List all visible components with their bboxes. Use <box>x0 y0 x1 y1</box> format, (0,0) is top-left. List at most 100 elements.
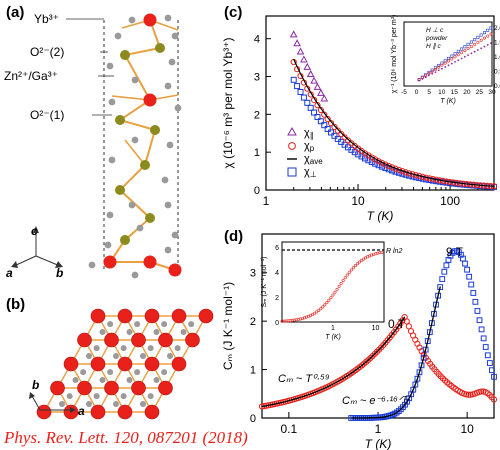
lattice-oxygen <box>174 345 181 352</box>
lattice-oxygen <box>134 369 141 376</box>
oxygen-atom <box>114 32 122 40</box>
bond <box>119 164 146 191</box>
chi-perp-point <box>321 122 328 129</box>
oxygen-atom <box>164 246 172 254</box>
cm-inset-ytick-label: 2 <box>275 295 279 302</box>
cm-inset-point <box>329 296 333 300</box>
inset-xtick-label: 10 <box>438 89 446 96</box>
chi-ave-line <box>293 58 495 187</box>
oxygen-atom <box>171 32 179 40</box>
lattice-yb-atom <box>171 308 187 324</box>
rln2-label: R ln2 <box>386 248 402 255</box>
lattice-oxygen <box>126 329 133 335</box>
cm-inset-ylabel: Sₘ (J K⁻¹ mol⁻¹) <box>261 256 268 307</box>
inset-powder-point <box>466 47 470 51</box>
chi-p-point <box>327 120 335 127</box>
label-o2-1: O²⁻(1) <box>30 108 65 122</box>
citation: Phys. Rev. Lett. 120, 087201 (2018) <box>4 428 248 447</box>
zn-ga-atom <box>115 115 125 125</box>
chi-legend-sub: ave <box>310 157 323 166</box>
chi-par-point <box>289 30 298 38</box>
panel-a-label: (a) <box>6 4 25 21</box>
cm-9T-point <box>439 276 446 282</box>
oxygen-atom <box>131 271 139 279</box>
inset-ytick-label: 0.5 <box>494 68 500 75</box>
oxygen-atom <box>168 58 176 66</box>
chi-perp-point <box>324 125 331 132</box>
yb-atom <box>168 263 182 277</box>
bond <box>144 129 156 166</box>
inset-xtick-label: 25 <box>476 89 484 96</box>
lattice-oxygen <box>99 377 106 383</box>
oxygen-atom <box>88 261 96 269</box>
chi-p-point <box>341 134 348 141</box>
lattice-oxygen <box>134 321 141 328</box>
lattice-yb-atom <box>131 332 146 348</box>
lattice-b-label: b <box>32 378 40 392</box>
panel-c-label: (c) <box>224 4 243 21</box>
chi-legend-sub: ⊥ <box>310 170 317 179</box>
inset-ytick-label: 1.0 <box>494 54 500 61</box>
inset-perp-point <box>453 52 457 56</box>
inset-perp-point <box>460 47 464 51</box>
inset-xtick-label: 15 <box>451 89 459 96</box>
chi-ytick-label: 2 <box>254 109 260 121</box>
inset-par-point <box>486 43 489 46</box>
oxygen-atom <box>108 156 116 164</box>
cm-0T-point <box>403 318 410 325</box>
axis-b-arrow <box>55 261 63 268</box>
chi-legend-text: χave <box>304 153 323 166</box>
oxygen-atom <box>128 201 136 209</box>
label-o2-2: O²⁻(2) <box>30 45 65 59</box>
chi-perp-point <box>294 83 301 90</box>
oxygen-atom <box>128 16 136 24</box>
inset-powder-point <box>460 51 464 55</box>
ann-power: Cₘ ~ T⁰·⁵⁹ <box>278 373 330 385</box>
inset-par-point <box>490 42 492 45</box>
cm-inset-point <box>343 276 347 280</box>
cm-inset-point <box>331 293 335 297</box>
inset-par-point <box>463 55 466 58</box>
cm-inset-point <box>353 264 357 268</box>
cm-xtick-label: 10 <box>460 422 474 436</box>
chi-par-point <box>303 62 312 70</box>
cm-9T-point <box>416 369 423 376</box>
chi-ytick-label: 3 <box>254 72 260 84</box>
lattice-oxygen <box>120 393 127 400</box>
inset-par-point <box>418 79 420 82</box>
chi-perp-point <box>317 118 324 125</box>
chi-perp-point <box>300 94 307 101</box>
chi-perp-point <box>361 155 368 162</box>
lattice-yb-atom <box>158 332 173 348</box>
chi-perp-point <box>307 104 314 111</box>
oxygen-atom <box>106 62 114 70</box>
lattice-oxygen <box>99 329 106 335</box>
chi-par-point <box>310 76 318 84</box>
inset-perp-point <box>437 63 441 67</box>
inset-par-point <box>480 47 483 50</box>
chi-perp-point <box>328 129 335 136</box>
lattice-yb-atom <box>104 380 119 396</box>
cm-xtick-label: 1 <box>375 422 382 436</box>
cm-0T-point <box>490 396 498 403</box>
inset-powder-point <box>447 59 451 63</box>
inset-ylabel: χ⁻¹ (10⁶ mol Yb⁻³ per m³) <box>391 15 398 94</box>
chi-p-point <box>372 156 379 163</box>
cm-inset-point <box>282 319 286 323</box>
inset-powder-point <box>450 57 454 61</box>
chi-p-point <box>324 115 331 123</box>
lattice-oxygen <box>167 353 173 359</box>
inset-par-point <box>470 52 473 55</box>
lattice-yb-atom <box>104 332 119 348</box>
inset-par-point <box>454 60 456 63</box>
oxygen-atom <box>108 98 116 106</box>
lattice-oxygen <box>153 377 160 383</box>
cm-inset-point <box>359 258 363 262</box>
cm-9T-point <box>478 326 485 333</box>
inset-par-point <box>467 54 470 56</box>
oxygen-atom <box>131 76 139 84</box>
chi-perp-point <box>395 169 402 176</box>
inset-par-point <box>473 50 476 53</box>
ann-0T: 0 T <box>388 317 406 331</box>
yb-atom <box>103 255 117 269</box>
